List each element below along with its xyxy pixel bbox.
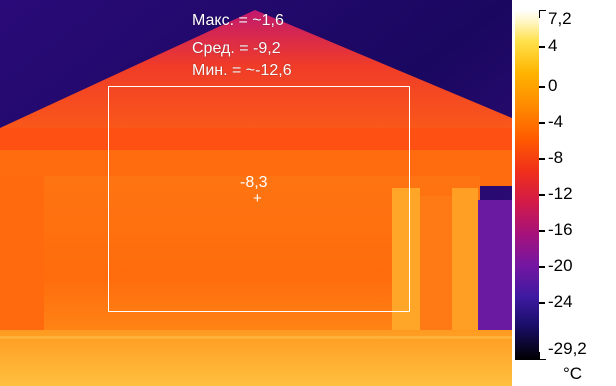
scale-tick [539, 158, 545, 160]
column-right [452, 188, 478, 346]
scale-label: -8 [548, 148, 564, 167]
temperature-scale: 7,2 4 0 -4 -8 -12 -16 -20 -24 -29,2 °C [515, 0, 616, 386]
scale-label: -20 [548, 256, 573, 275]
scale-label-max: 7,2 [548, 9, 572, 28]
scale-label: -12 [548, 184, 573, 203]
scale-bottom-bracket [539, 352, 546, 360]
spot-crosshair-icon[interactable]: + [253, 190, 262, 207]
scale-tick [539, 122, 545, 124]
avg-temp-label: Сред. = -9,2 [192, 40, 281, 57]
ground-shape [0, 330, 512, 386]
color-scale-bar [515, 10, 539, 360]
thermal-scene [0, 0, 512, 386]
scale-tick [539, 46, 545, 48]
min-temp-label: Мин. = ~-12,6 [192, 62, 292, 79]
scale-label: -24 [548, 292, 573, 311]
scale-label: 0 [548, 76, 558, 95]
scale-label-min: -29,2 [548, 339, 587, 358]
scale-label: -16 [548, 220, 573, 239]
spot-temp-value: -8,3 [240, 174, 268, 191]
scale-label: -4 [548, 112, 564, 131]
thermogram-image: Макс. = ~1,6 Сред. = -9,2 Мин. = ~-12,6 … [0, 0, 512, 386]
scale-unit: °C [563, 364, 583, 383]
scale-tick [539, 302, 545, 304]
scale-tick [539, 230, 545, 232]
scale-tick [539, 86, 545, 88]
max-temp-label: Макс. = ~1,6 [192, 12, 284, 29]
scale-tick [539, 194, 545, 196]
column-left [392, 188, 420, 346]
measurement-area-box[interactable] [108, 86, 410, 312]
scale-label: 4 [548, 36, 558, 55]
scale-tick [539, 266, 545, 268]
scale-top-bracket [539, 10, 546, 18]
